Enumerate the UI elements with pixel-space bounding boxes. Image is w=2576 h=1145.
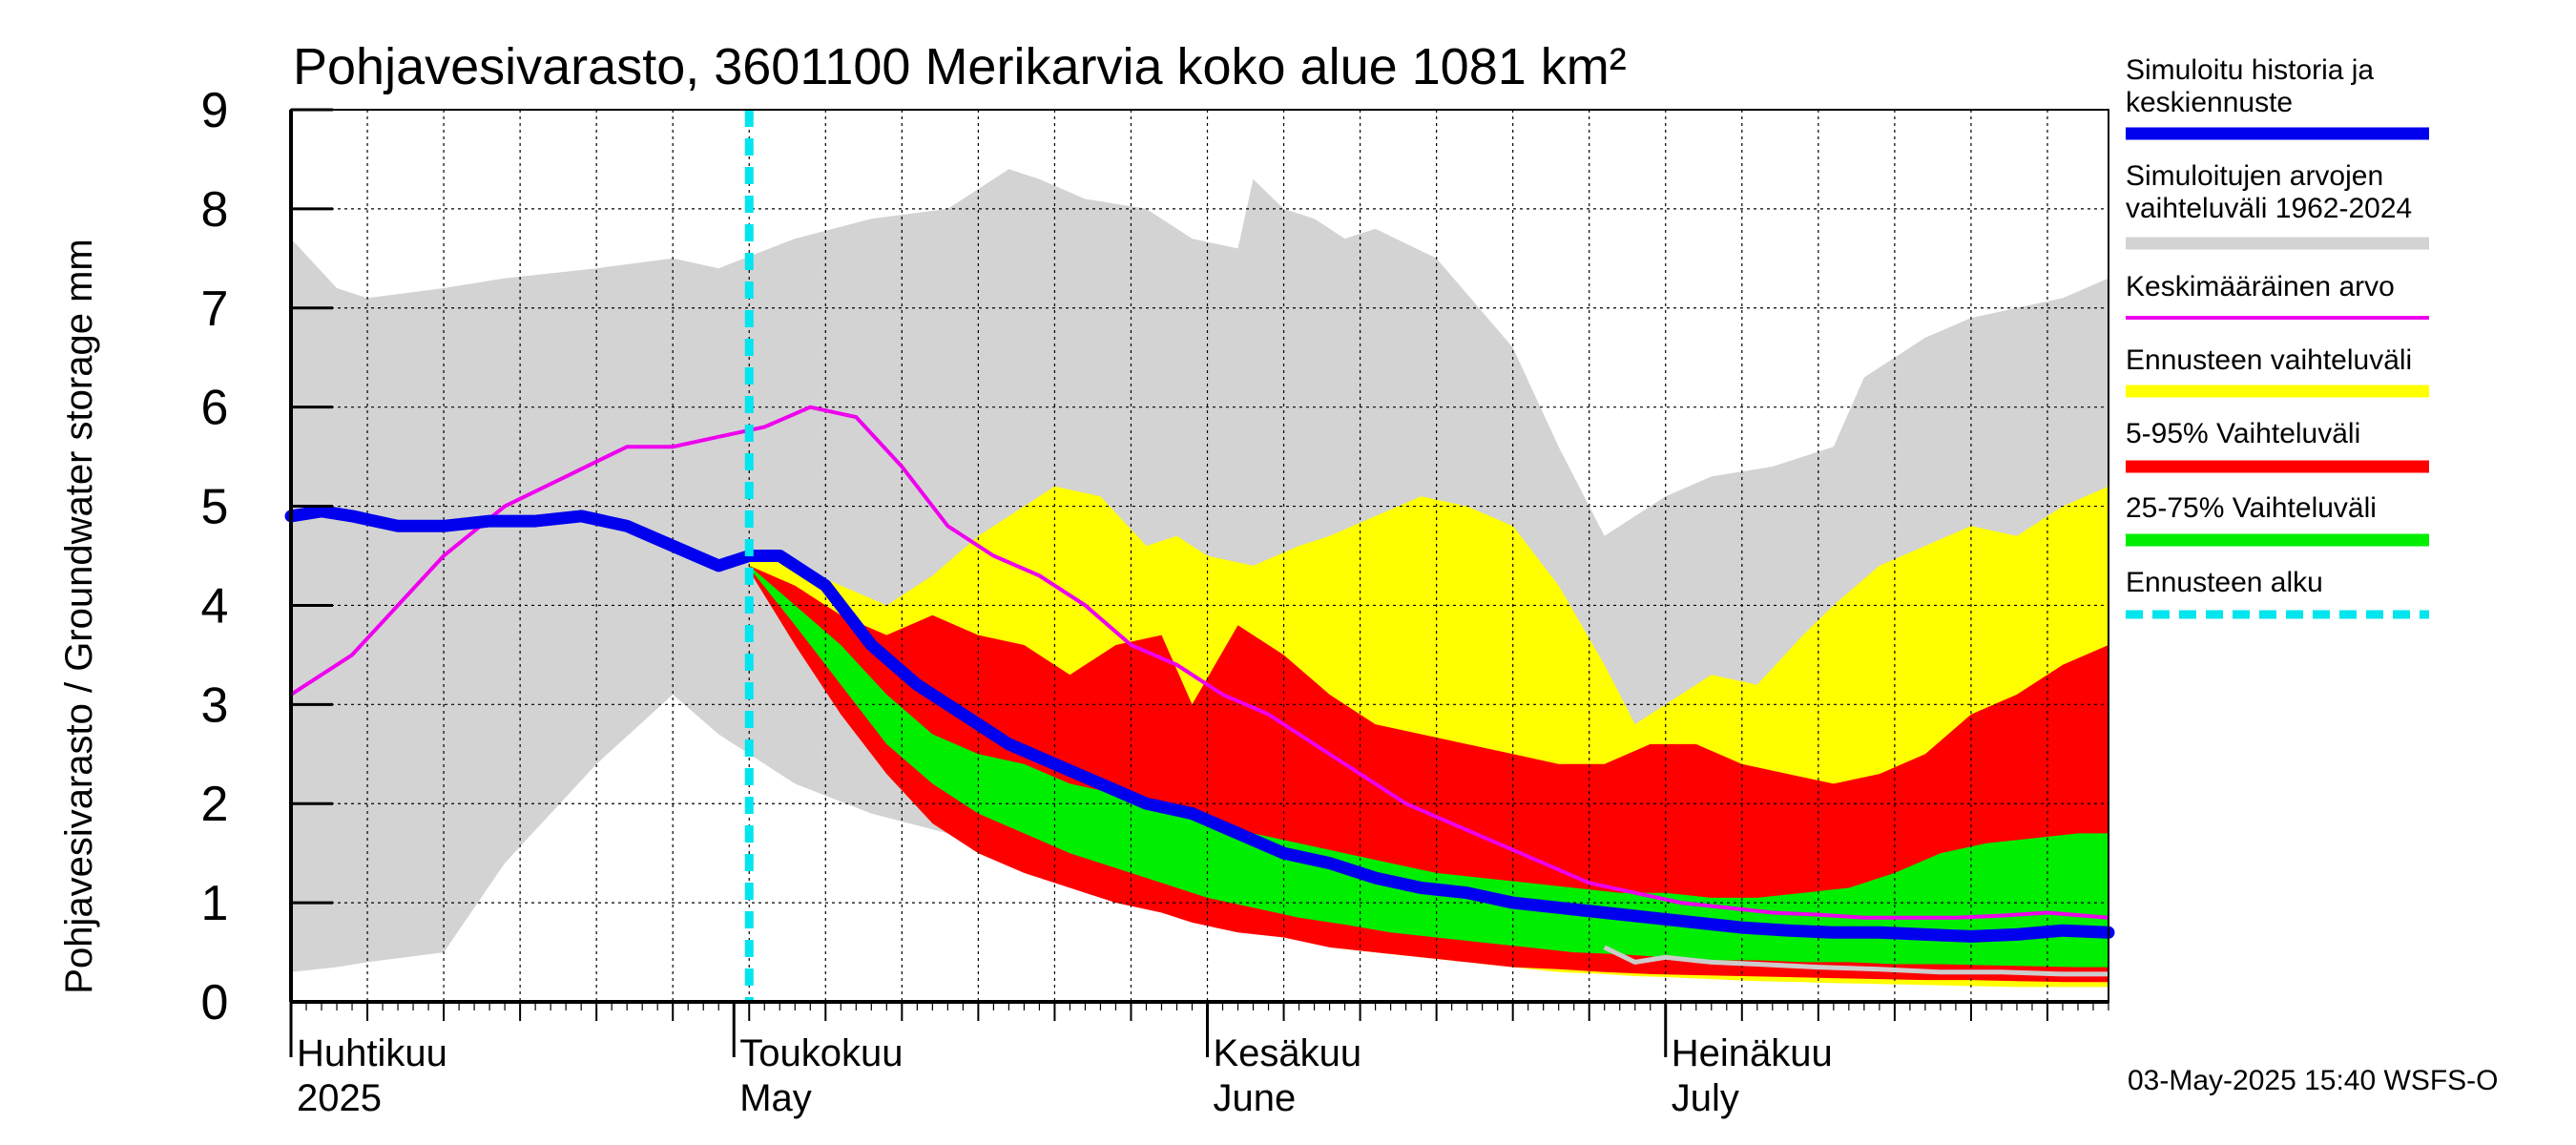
y-axis-label: Pohjavesivarasto / Groundwater storage m…	[58, 239, 100, 993]
legend: Simuloitu historia ja keskiennuste Simuloi…	[2126, 54, 2429, 619]
y-tick-label: 3	[201, 677, 229, 733]
legend-label: 25-75% Vaihteluväli	[2126, 492, 2377, 524]
month-sublabel: 2025	[297, 1077, 382, 1119]
y-tick-label: 7	[201, 281, 229, 337]
month-label: Toukokuu	[739, 1032, 903, 1074]
legend-label: 5-95% Vaihteluväli	[2126, 418, 2360, 449]
median-forecast-line	[284, 505, 2115, 943]
y-tick-label: 9	[201, 83, 229, 138]
chart-title: Pohjavesivarasto, 3601100 Merikarvia kok…	[293, 38, 1627, 95]
y-tick-label: 8	[201, 182, 229, 238]
month-label: Heinäkuu	[1672, 1032, 1833, 1074]
y-tick-label: 0	[201, 975, 229, 1030]
legend-label: Keskimääräinen arvo	[2126, 271, 2395, 302]
timestamp-label: 03-May-2025 15:40 WSFS-O	[2128, 1065, 2499, 1096]
observed-min-line	[1603, 945, 2109, 977]
y-tick-label: 2	[201, 777, 229, 832]
legend-label: Simuloitu historia ja keskiennuste	[2126, 54, 2374, 118]
month-sublabel: June	[1214, 1077, 1297, 1119]
y-tick-label: 1	[201, 876, 229, 931]
month-label: Huhtikuu	[297, 1032, 447, 1074]
month-sublabel: May	[739, 1077, 812, 1119]
y-tick-label: 5	[201, 480, 229, 535]
month-sublabel: July	[1672, 1077, 1739, 1119]
p5-95-range-area	[749, 565, 2109, 983]
month-label: Kesäkuu	[1214, 1032, 1362, 1074]
legend-label: Ennusteen alku	[2126, 567, 2323, 598]
y-axis: 0 1 2 3 4 5 6 7 8 9	[201, 83, 333, 1030]
mean-line	[289, 405, 2109, 920]
y-tick-label: 6	[201, 381, 229, 436]
legend-label: Ennusteen vaihteluväli	[2126, 344, 2412, 376]
legend-label: Simuloitujen arvojen vaihteluväli 1962-20…	[2126, 160, 2412, 224]
y-tick-label: 4	[201, 578, 229, 634]
